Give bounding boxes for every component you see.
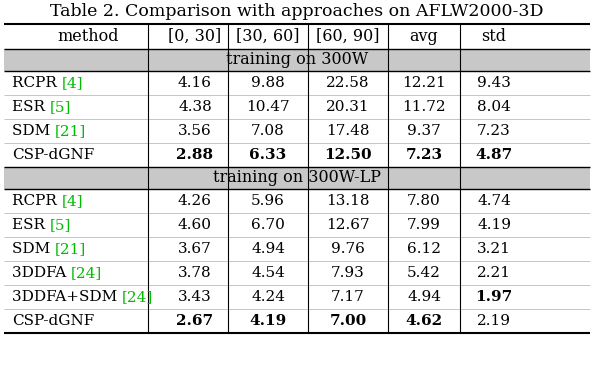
Text: ESR: ESR xyxy=(12,218,50,232)
Text: std: std xyxy=(482,28,507,45)
Text: [21]: [21] xyxy=(55,242,86,256)
Text: 4.16: 4.16 xyxy=(178,76,212,90)
Text: 3.43: 3.43 xyxy=(178,290,212,304)
Text: RCPR: RCPR xyxy=(12,194,62,208)
Text: 7.23: 7.23 xyxy=(477,124,511,138)
Text: 7.80: 7.80 xyxy=(407,194,441,208)
Text: 9.37: 9.37 xyxy=(407,124,441,138)
Text: 4.26: 4.26 xyxy=(178,194,212,208)
Text: 9.88: 9.88 xyxy=(251,76,285,90)
Text: 6.33: 6.33 xyxy=(249,148,287,162)
Text: [0, 30]: [0, 30] xyxy=(168,28,222,45)
Text: 12.21: 12.21 xyxy=(402,76,446,90)
Text: 4.62: 4.62 xyxy=(406,314,443,328)
Text: CSP-dGNF: CSP-dGNF xyxy=(12,314,94,328)
Text: 3DDFA: 3DDFA xyxy=(12,266,71,280)
Text: 11.72: 11.72 xyxy=(402,100,446,114)
Text: 5.96: 5.96 xyxy=(251,194,285,208)
Text: avg: avg xyxy=(410,28,438,45)
Text: 4.38: 4.38 xyxy=(178,100,212,114)
Text: 3.21: 3.21 xyxy=(477,242,511,256)
Text: 3.56: 3.56 xyxy=(178,124,212,138)
Bar xyxy=(4,167,590,189)
Text: 22.58: 22.58 xyxy=(326,76,369,90)
Text: 4.60: 4.60 xyxy=(178,218,212,232)
Text: 7.93: 7.93 xyxy=(331,266,365,280)
Text: 8.04: 8.04 xyxy=(477,100,511,114)
Text: 6.70: 6.70 xyxy=(251,218,285,232)
Text: RCPR: RCPR xyxy=(12,76,62,90)
Text: 9.76: 9.76 xyxy=(331,242,365,256)
Text: ESR: ESR xyxy=(12,100,50,114)
Text: [4]: [4] xyxy=(62,76,83,90)
Text: [60, 90]: [60, 90] xyxy=(316,28,380,45)
Text: 1.97: 1.97 xyxy=(475,290,513,304)
Text: 9.43: 9.43 xyxy=(477,76,511,90)
Text: 12.67: 12.67 xyxy=(326,218,370,232)
Text: 7.23: 7.23 xyxy=(406,148,443,162)
Text: 2.19: 2.19 xyxy=(477,314,511,328)
Text: 7.00: 7.00 xyxy=(330,314,366,328)
Text: 4.74: 4.74 xyxy=(477,194,511,208)
Text: 4.24: 4.24 xyxy=(251,290,285,304)
Text: [5]: [5] xyxy=(50,100,71,114)
Text: 4.87: 4.87 xyxy=(475,148,513,162)
Text: 17.48: 17.48 xyxy=(326,124,369,138)
Text: SDM: SDM xyxy=(12,124,55,138)
Text: 5.42: 5.42 xyxy=(407,266,441,280)
Text: [5]: [5] xyxy=(50,218,71,232)
Text: method: method xyxy=(57,28,119,45)
Bar xyxy=(4,49,590,71)
Text: [30, 60]: [30, 60] xyxy=(236,28,300,45)
Text: 7.17: 7.17 xyxy=(331,290,365,304)
Text: 4.54: 4.54 xyxy=(251,266,285,280)
Text: CSP-dGNF: CSP-dGNF xyxy=(12,148,94,162)
Text: 20.31: 20.31 xyxy=(326,100,370,114)
Text: 4.94: 4.94 xyxy=(251,242,285,256)
Text: [24]: [24] xyxy=(122,290,153,304)
Text: training on 300W-LP: training on 300W-LP xyxy=(213,170,381,186)
Text: [24]: [24] xyxy=(71,266,102,280)
Text: 7.99: 7.99 xyxy=(407,218,441,232)
Text: 2.21: 2.21 xyxy=(477,266,511,280)
Text: [4]: [4] xyxy=(62,194,83,208)
Text: 6.12: 6.12 xyxy=(407,242,441,256)
Text: [21]: [21] xyxy=(55,124,86,138)
Text: 4.94: 4.94 xyxy=(407,290,441,304)
Text: 13.18: 13.18 xyxy=(326,194,369,208)
Text: 4.19: 4.19 xyxy=(477,218,511,232)
Text: 2.67: 2.67 xyxy=(176,314,214,328)
Text: 10.47: 10.47 xyxy=(246,100,290,114)
Text: 2.88: 2.88 xyxy=(176,148,214,162)
Text: Table 2. Comparison with approaches on AFLW2000-3D: Table 2. Comparison with approaches on A… xyxy=(50,3,544,21)
Text: 4.19: 4.19 xyxy=(249,314,287,328)
Text: SDM: SDM xyxy=(12,242,55,256)
Text: training on 300W: training on 300W xyxy=(226,52,368,68)
Text: 3.67: 3.67 xyxy=(178,242,212,256)
Text: 3DDFA+SDM: 3DDFA+SDM xyxy=(12,290,122,304)
Text: 7.08: 7.08 xyxy=(251,124,285,138)
Text: 3.78: 3.78 xyxy=(178,266,212,280)
Text: 12.50: 12.50 xyxy=(324,148,372,162)
